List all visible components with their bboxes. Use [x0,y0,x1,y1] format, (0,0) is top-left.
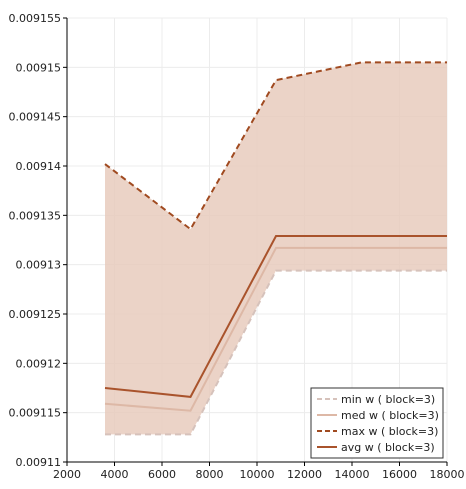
series-line-0 [105,269,447,436]
legend-label-0: min w ( block=3) [341,393,435,406]
series-line-2 [104,61,447,231]
x-tick-label-0: 2000 [53,468,81,481]
y-tick-label-0: 0.00911 [16,456,62,469]
y-tick-label-7: 0.009145 [9,111,62,124]
x-tick-label-1: 4000 [101,468,129,481]
x-tick-label-7: 16000 [382,468,417,481]
x-tick-label-6: 14000 [335,468,370,481]
y-tick-label-4: 0.00913 [16,259,62,272]
y-tick-label-6: 0.00914 [16,160,62,173]
series-line-3 [104,235,447,398]
series-line-1 [104,246,447,412]
y-tick-label-1: 0.009115 [9,407,62,420]
x-tick-label-5: 12000 [287,468,322,481]
legend-label-1: med w ( block=3) [341,409,439,422]
legend-label-3: avg w ( block=3) [341,441,435,454]
y-axis-ticks: 0.00911 0.009115 0.00912 0.009125 0.00913 0.0… [9,12,67,469]
y-tick-label-5: 0.009135 [9,209,62,222]
x-tick-label-8: 18000 [430,468,465,481]
x-tick-label-4: 10000 [240,468,275,481]
y-tick-label-9: 0.009155 [9,12,62,25]
x-tick-label-2: 6000 [148,468,176,481]
legend: min w ( block=3) med w ( block=3) max w ( … [310,387,444,459]
y-tick-label-3: 0.009125 [9,308,62,321]
y-tick-label-8: 0.00915 [16,61,62,74]
legend-label-2: max w ( block=3) [341,425,438,438]
x-tick-label-3: 8000 [196,468,224,481]
series-lines [104,61,447,436]
x-axis-ticks: 2000 4000 6000 8000 10000 12000 14000 16000 1800… [53,462,465,481]
y-tick-label-2: 0.00912 [16,357,62,370]
